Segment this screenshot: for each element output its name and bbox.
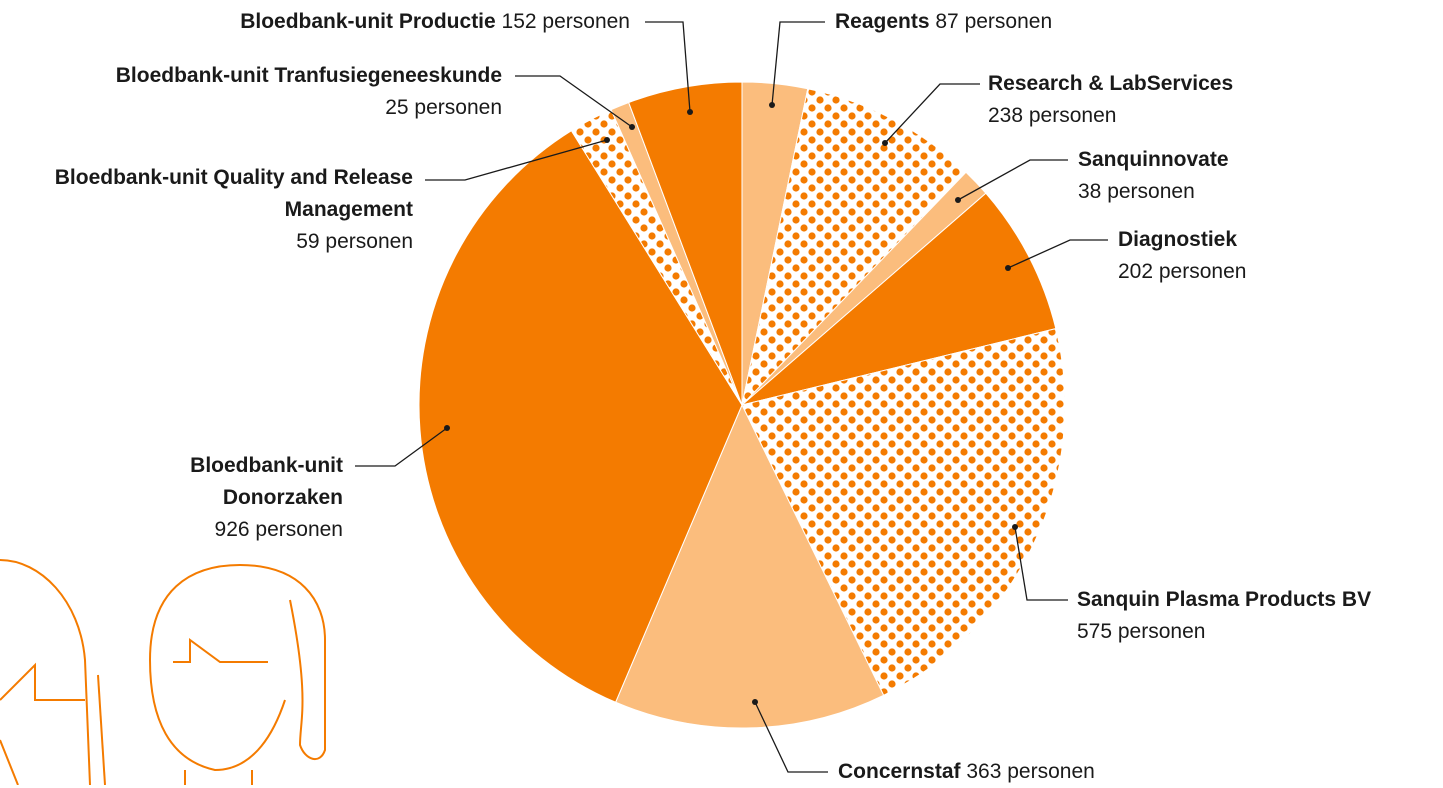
value-label: 363 personen — [966, 760, 1094, 783]
value-label: 87 personen — [935, 10, 1052, 33]
category-name: Bloedbank-unit Donorzaken — [190, 454, 343, 509]
slice-label: Sanquinnovate 38 personen — [1078, 144, 1229, 208]
slice-label: Concernstaf 363 personen — [838, 756, 1095, 788]
category-name: Reagents — [835, 10, 930, 33]
value-label: 575 personen — [1077, 616, 1371, 648]
slice-label: Diagnostiek 202 personen — [1118, 224, 1246, 288]
category-name: Sanquinnovate — [1078, 148, 1229, 171]
slice-label: Reagents 87 personen — [835, 6, 1052, 38]
leader-dot — [629, 124, 635, 130]
value-label: 25 personen — [0, 92, 502, 124]
slice-label: Research & LabServices 238 personen — [988, 68, 1233, 132]
leader-dot — [604, 137, 610, 143]
face2-neck — [185, 770, 252, 785]
leader-dot — [955, 197, 961, 203]
slice-label: Sanquin Plasma Products BV 575 personen — [1077, 584, 1371, 648]
face-neck — [98, 675, 105, 785]
leader-dot — [1005, 265, 1011, 271]
leader-dot — [882, 140, 888, 146]
slice-label: Bloedbank-unit Donorzaken 926 personen — [163, 450, 343, 546]
category-name: Sanquin Plasma Products BV — [1077, 588, 1371, 611]
slice-label: Bloedbank-unit Quality and Release Manag… — [53, 162, 413, 258]
value-label: 202 personen — [1118, 256, 1246, 288]
value-label: 38 personen — [1078, 176, 1229, 208]
category-name: Diagnostiek — [1118, 228, 1237, 251]
leader-dot — [444, 425, 450, 431]
pie — [419, 82, 1065, 728]
leader-dot — [769, 102, 775, 108]
face-outline — [0, 560, 90, 785]
value-label: 152 personen — [502, 10, 630, 33]
value-label: 59 personen — [53, 226, 413, 258]
decoration — [0, 560, 325, 785]
page: {"chart_data": {"type": "pie", "categori… — [0, 0, 1443, 785]
leader-dot — [687, 109, 693, 115]
leader-dot — [752, 699, 758, 705]
face2-hair — [173, 640, 268, 662]
leader-dot — [1012, 524, 1018, 530]
category-name: Bloedbank-unit Quality and Release Manag… — [55, 166, 413, 221]
slice-label: Bloedbank-unit Tranfusiegeneeskunde 25 pe… — [0, 60, 502, 124]
value-label: 926 personen — [163, 514, 343, 546]
category-name: Research & LabServices — [988, 72, 1233, 95]
category-name: Bloedbank-unit Tranfusiegeneeskunde — [116, 64, 502, 87]
face-chin — [0, 740, 18, 785]
value-label: 238 personen — [988, 100, 1233, 132]
category-name: Bloedbank-unit Productie — [240, 10, 496, 33]
slice-label: Bloedbank-unit Productie 152 personen — [240, 6, 630, 38]
face-hair — [0, 665, 85, 700]
category-name: Concernstaf — [838, 760, 961, 783]
face2-chin — [150, 660, 285, 770]
